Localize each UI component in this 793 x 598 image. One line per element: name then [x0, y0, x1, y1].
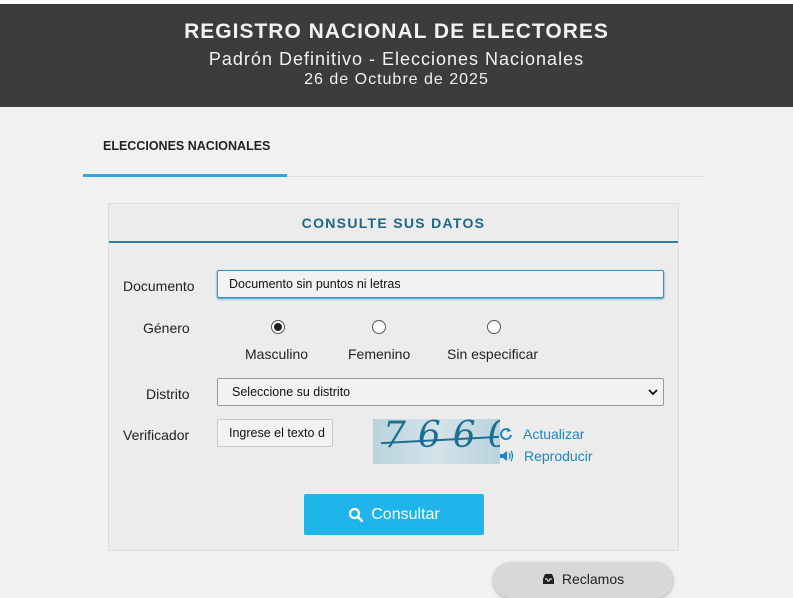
- header-subtitle: Padrón Definitivo - Elecciones Nacionale…: [208, 49, 585, 69]
- audio-link[interactable]: Reproducir: [524, 448, 593, 464]
- radio-sin-especificar[interactable]: [487, 320, 501, 334]
- genero-label: Género: [143, 320, 190, 336]
- header-title: REGISTRO NACIONAL DE ELECTORES: [184, 20, 609, 43]
- search-icon: [349, 507, 364, 522]
- audio-icon[interactable]: [499, 449, 515, 463]
- form-title: CONSULTE SUS DATOS: [301, 215, 486, 231]
- submit-button[interactable]: Consultar: [304, 494, 484, 535]
- header: [0, 4, 793, 107]
- inbox-icon: [542, 574, 554, 584]
- option-label: Femenino: [348, 346, 411, 362]
- header-date: 26 de Octubre de 2025: [304, 71, 489, 88]
- submit-label: Consultar: [371, 505, 440, 523]
- refresh-icon[interactable]: [499, 427, 513, 441]
- documento-label: Documento: [123, 278, 195, 294]
- verificador-input[interactable]: Ingrese el texto d: [217, 419, 333, 447]
- distrito-label: Distrito: [146, 386, 190, 402]
- documento-input[interactable]: Documento sin puntos ni letras: [217, 270, 664, 298]
- reclamos-label: Reclamos: [561, 571, 625, 587]
- option-label: Masculino: [245, 346, 309, 362]
- radio-masculino[interactable]: [271, 320, 285, 334]
- radio-femenino[interactable]: [372, 320, 386, 334]
- option-label: Sin especificar: [447, 346, 539, 362]
- tab-label[interactable]: ELECCIONES NACIONALES: [103, 139, 271, 153]
- captcha-image: 7660: [373, 419, 500, 464]
- reclamos-button[interactable]: Reclamos: [493, 562, 673, 598]
- top-strip: [0, 0, 793, 4]
- form-panel: [108, 203, 679, 551]
- select-arrow: [648, 389, 658, 396]
- tab-underline: [83, 174, 287, 177]
- verificador-label: Verificador: [123, 427, 190, 443]
- form-title-rule: [109, 241, 678, 243]
- tab-rule: [83, 176, 704, 177]
- distrito-select[interactable]: Seleccione su distrito: [217, 378, 664, 406]
- refresh-link[interactable]: Actualizar: [523, 426, 585, 442]
